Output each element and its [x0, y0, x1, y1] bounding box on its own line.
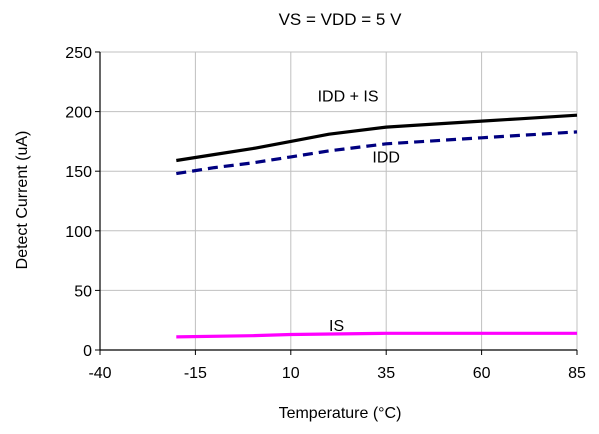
series-line-is — [176, 331, 577, 339]
chart-title: VS = VDD = 5 V — [279, 10, 402, 29]
y-tick-label: 200 — [65, 105, 92, 122]
x-tick-label: 35 — [377, 365, 395, 382]
x-tick-label: -15 — [184, 365, 207, 382]
tick-labels: -40 -15 10 35 60 85 0 50 100 150 200 250 — [65, 45, 586, 382]
series-group — [176, 113, 578, 339]
x-axis-label: Temperature (°C) — [279, 405, 402, 422]
y-tick-label: 50 — [74, 283, 92, 300]
x-tick-label: 10 — [282, 365, 300, 382]
y-axis-label: Detect Current (uA) — [14, 131, 31, 270]
y-tick-label: 0 — [83, 343, 92, 360]
axes — [95, 51, 578, 355]
annotations: IDD + IS IDD IS — [318, 89, 400, 335]
grid — [100, 51, 578, 350]
series-line-idd — [176, 130, 578, 176]
x-tick-label: 60 — [473, 365, 491, 382]
y-tick-label: 100 — [65, 224, 92, 241]
x-tick-label: 85 — [568, 365, 586, 382]
annotation-idd-is: IDD + IS — [318, 89, 379, 106]
series-line-idd-is — [176, 113, 578, 163]
annotation-is: IS — [329, 318, 344, 335]
y-tick-label: 250 — [65, 45, 92, 62]
annotation-idd: IDD — [372, 150, 400, 167]
y-tick-label: 150 — [65, 164, 92, 181]
x-tick-label: -40 — [88, 365, 111, 382]
